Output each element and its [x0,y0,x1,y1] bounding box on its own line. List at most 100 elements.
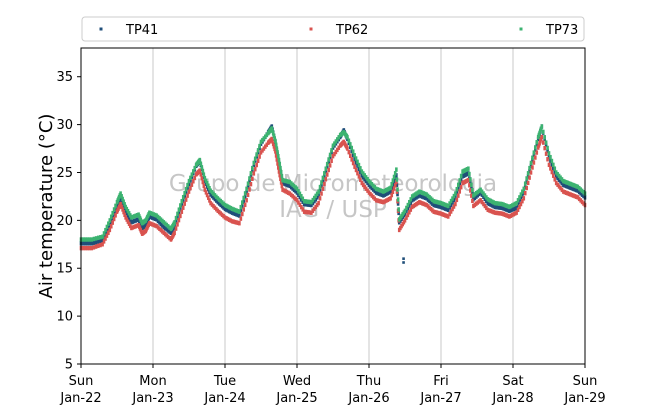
data-point [328,163,332,168]
data-point [111,215,114,221]
data-point [92,245,96,250]
data-point [208,185,211,191]
data-point [580,188,584,194]
data-point [96,243,100,249]
data-point [396,187,399,192]
data-point [198,168,202,173]
data-point [459,185,463,190]
data-point [419,190,423,195]
data-point [496,205,500,210]
data-point [448,205,451,210]
y-tick-label: 35 [56,70,73,85]
data-point [111,210,114,216]
data-point [492,203,495,209]
data-point [337,145,341,150]
data-point [337,135,341,140]
data-point [454,191,457,196]
data-point [492,200,495,205]
data-point [367,178,371,184]
data-point [107,230,110,236]
data-point [471,198,474,204]
data-point [372,194,375,200]
data-point [127,215,131,220]
data-point [161,229,164,234]
data-point [119,191,122,196]
data-point [102,235,106,240]
data-point [209,192,212,197]
data-point [300,194,303,199]
data-point [135,223,139,228]
data-point [451,196,454,201]
data-point [448,201,451,206]
legend: TP41 TP62 TP73 [81,16,585,42]
data-point [330,148,333,153]
data-point [320,191,323,196]
data-point [304,199,307,204]
data-point [479,190,482,195]
data-point [360,180,364,186]
data-point [307,210,310,215]
data-point [526,180,530,186]
data-point [201,168,205,174]
data-point [220,200,224,205]
data-point [292,195,296,200]
data-point [148,210,151,215]
data-point [449,198,453,204]
data-point [376,190,379,196]
data-point [454,195,457,200]
data-point [112,212,116,217]
data-point [289,192,293,198]
data-point [356,159,359,164]
data-point [372,183,375,188]
data-point [416,194,420,199]
data-point [350,148,354,154]
data-point [532,150,536,155]
data-point [279,169,283,175]
data-point [150,215,154,220]
data-point [363,184,366,190]
data-point [364,175,368,180]
data-point [505,213,508,218]
data-point [455,190,459,196]
data-point [159,227,163,233]
data-point [346,146,349,151]
data-point [374,190,378,195]
data-point [445,213,449,219]
data-point [435,199,438,205]
data-point [547,151,551,156]
data-point [265,132,269,138]
data-point [215,198,218,203]
data-point [232,207,235,212]
data-point [379,199,382,204]
data-point [413,202,417,208]
data-point [531,155,534,160]
data-point [251,165,254,171]
data-point [230,210,234,215]
data-point [540,124,544,129]
data-point [220,203,224,209]
data-point [251,168,254,173]
data-point [518,199,521,204]
data-point [327,157,330,162]
data-point [492,209,495,215]
data-point [480,199,484,205]
data-point [534,155,537,160]
data-point [482,201,485,207]
data-point [199,161,203,166]
data-point [582,193,585,199]
data-point [543,145,546,151]
data-point [238,209,241,214]
data-point [402,257,405,260]
data-point [382,199,385,205]
data-point [567,181,571,186]
x-tick-label-date: Jan-23 [131,391,173,406]
data-point [382,193,385,198]
data-point [433,209,437,215]
data-point [99,242,102,248]
data-point [181,194,185,200]
data-point [570,192,574,198]
data-point [336,137,339,142]
data-point [243,194,247,200]
data-point [493,204,497,210]
data-point [173,230,176,236]
